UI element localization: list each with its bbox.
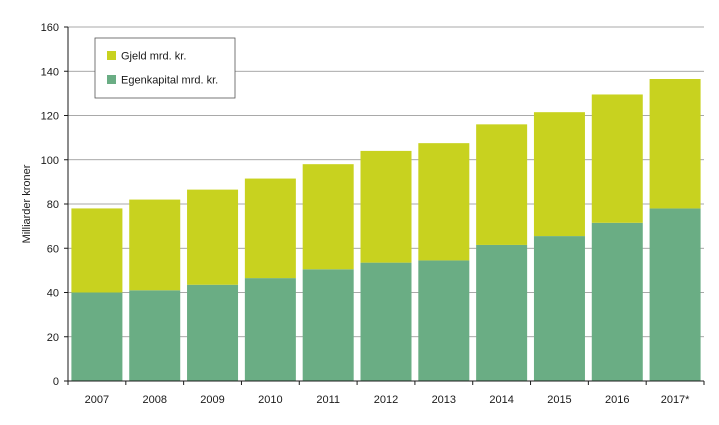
bar-egenkapital-2008	[129, 290, 181, 381]
bar-egenkapital-2014	[476, 244, 528, 381]
x-tick-label: 2009	[200, 394, 224, 406]
x-tick-label: 2016	[605, 394, 629, 406]
y-tick-label: 140	[41, 66, 59, 78]
bar-gjeld-2011	[302, 164, 354, 270]
x-tick-label: 2017*	[661, 394, 690, 406]
bar-egenkapital-2010	[244, 278, 296, 381]
x-tick-label: 2014	[489, 394, 513, 406]
bar-gjeld-2014	[476, 124, 528, 245]
y-tick-label: 60	[47, 243, 59, 255]
legend-label: Gjeld mrd. kr.	[121, 51, 186, 63]
bar-gjeld-2013	[418, 143, 470, 261]
bar-egenkapital-2007	[71, 292, 123, 381]
bar-gjeld-2009	[187, 189, 239, 285]
bar-gjeld-2016	[591, 94, 643, 223]
x-tick-label: 2015	[547, 394, 571, 406]
axes	[64, 26, 705, 385]
bars	[71, 78, 701, 381]
bar-egenkapital-2013	[418, 260, 470, 381]
legend-box	[94, 37, 236, 99]
bar-gjeld-2012	[360, 150, 412, 263]
bar-egenkapital-2017	[649, 208, 701, 381]
bar-gjeld-2015	[533, 112, 585, 237]
y-tick-label: 120	[41, 111, 59, 123]
legend-label: Egenkapital mrd. kr.	[121, 75, 218, 87]
bar-egenkapital-2011	[302, 269, 354, 381]
x-tick-label: 2007	[85, 394, 109, 406]
y-tick-label: 20	[47, 332, 59, 344]
y-tick-label: 0	[53, 376, 59, 388]
bar-gjeld-2017	[649, 78, 701, 209]
bar-egenkapital-2009	[187, 284, 239, 381]
legend: Gjeld mrd. kr. Egenkapital mrd. kr.	[94, 37, 236, 99]
bar-gjeld-2007	[71, 208, 123, 293]
y-axis-title: Milliarder kroner	[21, 164, 33, 243]
bar-egenkapital-2015	[533, 236, 585, 381]
y-tick-label: 40	[47, 288, 59, 300]
x-tick-label: 2012	[374, 394, 398, 406]
bar-egenkapital-2012	[360, 262, 412, 381]
bar-gjeld-2010	[244, 178, 296, 279]
bar-gjeld-2008	[129, 199, 181, 291]
x-tick-label: 2010	[258, 394, 282, 406]
x-tick-label: 2008	[142, 394, 166, 406]
y-tick-label: 160	[41, 22, 59, 34]
x-tick-label: 2013	[432, 394, 456, 406]
y-tick-label: 100	[41, 155, 59, 167]
y-tick-label: 80	[47, 199, 59, 211]
x-tick-label: 2011	[316, 394, 340, 406]
y-tick-labels: 0 20 40 60 80 100 120 140 160	[41, 22, 59, 388]
legend-swatch	[107, 75, 116, 84]
x-tick-labels: 2007 2008 2009 2010 2011 2012 2013 2014 2015 2016…	[85, 394, 691, 406]
bar-egenkapital-2016	[591, 222, 643, 381]
legend-swatch	[107, 51, 116, 60]
